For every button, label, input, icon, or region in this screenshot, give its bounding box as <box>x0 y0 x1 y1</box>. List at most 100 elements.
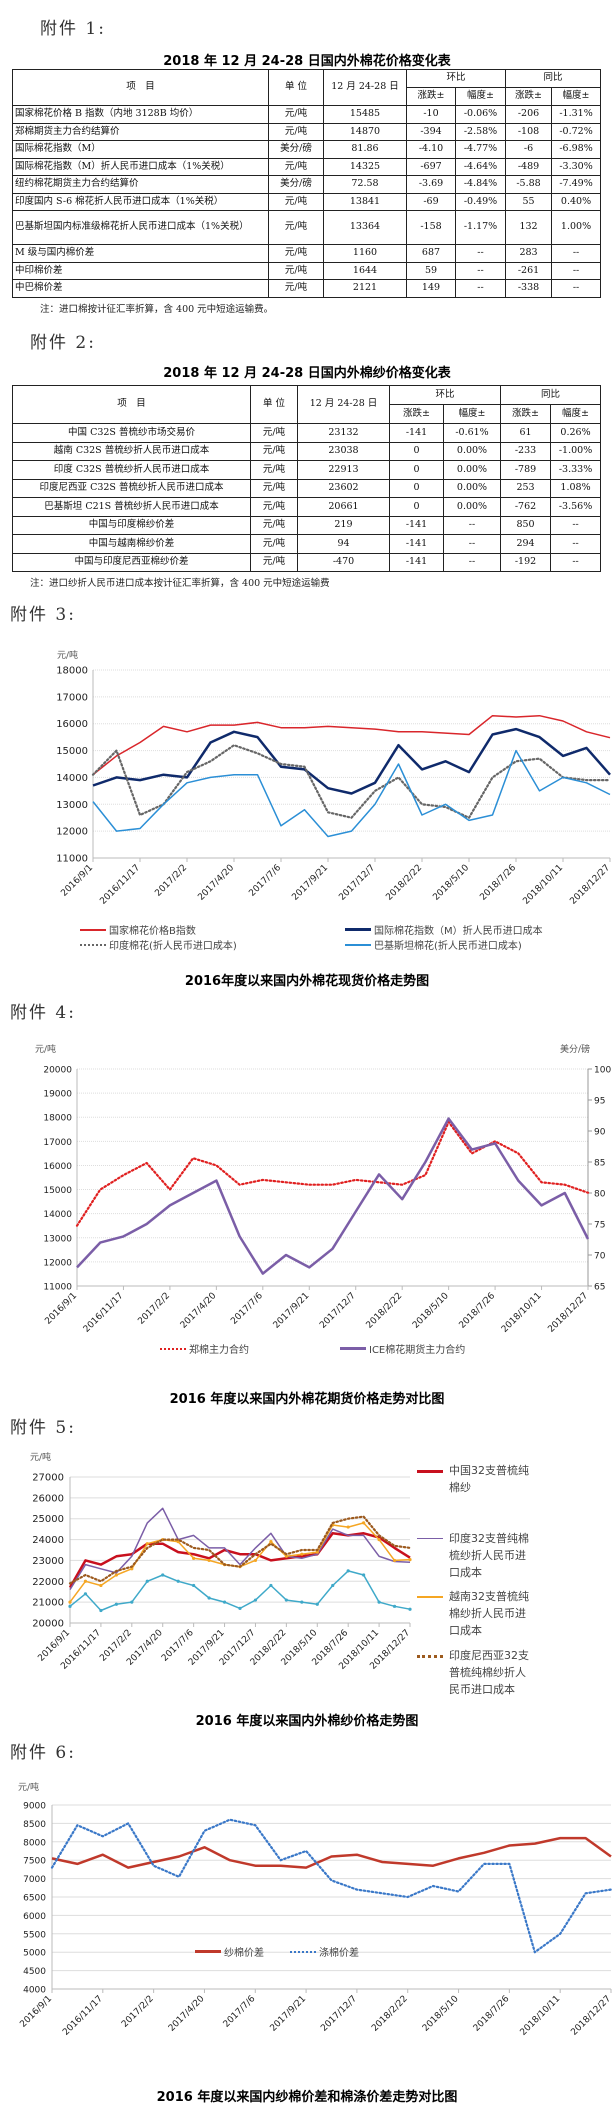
value-cell: -4.10 <box>406 140 456 159</box>
value-cell: -489 <box>505 157 553 176</box>
header-pct: 幅度± <box>550 404 602 424</box>
header-change: 涨跌± <box>389 404 444 424</box>
value-cell: -6 <box>505 140 553 159</box>
y-tick-label: 9000 <box>23 1802 46 1812</box>
value-cell: -- <box>551 279 602 298</box>
value-cell: 元/吨 <box>268 279 324 298</box>
value-cell: 149 <box>406 279 456 298</box>
value-cell: 72.58 <box>323 175 407 194</box>
series-line <box>69 1570 411 1612</box>
value-cell: 13364 <box>323 210 407 245</box>
table-row: M 级与国内棉价差 元/吨 1160 687 -- 283 -- <box>12 244 602 263</box>
value-cell: 1.00% <box>551 210 602 245</box>
series-line <box>68 1515 412 1585</box>
legend-swatch <box>340 1347 366 1350</box>
data-point <box>83 1579 88 1583</box>
item-cell: 巴基斯坦国内标准级棉花折人民币进口成本（1%关税） <box>12 210 269 245</box>
y-tick-label: 20000 <box>43 1066 72 1076</box>
legend-swatch <box>345 928 371 931</box>
table-row: 巴基斯坦 C21S 普梳纱折人民币进口成本 元/吨 20661 0 0.00% -762-… <box>12 497 602 517</box>
x-tick-label: 2017/4/20 <box>167 1994 207 2034</box>
value-cell: 元/吨 <box>268 192 324 211</box>
value-cell: -- <box>551 244 602 263</box>
table-row: 巴基斯坦国内标准级棉花折人民币进口成本（1%关税） 元/吨 13364 -158 -1.… <box>12 210 602 245</box>
y-tick-label: 27000 <box>32 1473 64 1484</box>
table-row: 纽约棉花期货主力合约结算价 美分/磅 72.58 -3.69 -4.84% -5.88 -7… <box>12 175 602 194</box>
legend-label: 纱棉价差 <box>224 1948 264 1959</box>
y-tick-label: 18000 <box>43 1114 72 1124</box>
table-row: 印度尼西亚 C32S 普梳纱折人民币进口成本 元/吨 23602 0 0.00% 253 1… <box>12 478 602 498</box>
y-tick-label: 17000 <box>56 692 88 703</box>
series-line <box>51 1836 612 1869</box>
value-cell: 1160 <box>323 244 407 263</box>
chart6-title: 2016 年度以来国内纱棉价差和棉涤价差走势对比图 <box>156 2090 458 2105</box>
y-axis-unit: 元/吨 <box>35 1043 56 1055</box>
value-cell: 219 <box>297 515 390 535</box>
y-tick-label: 19000 <box>43 1090 72 1100</box>
x-tick-label: 2016/9/1 <box>59 863 95 899</box>
yarn-price-chart: 元/吨 20000 21000 22000 23000 24000 25000 26000 27… <box>30 1451 412 1672</box>
value-cell: 0 <box>389 441 444 461</box>
value-cell: 132 <box>505 210 553 245</box>
value-cell: 元/吨 <box>250 552 298 572</box>
y-right-tick-label: 90 <box>594 1128 606 1138</box>
value-cell: 23132 <box>297 423 390 443</box>
header-item: 项 目 <box>12 69 269 106</box>
value-cell: 0.40% <box>551 192 602 211</box>
value-cell: 0.26% <box>550 423 602 443</box>
series-line <box>92 727 611 795</box>
data-point <box>145 1542 149 1546</box>
value-cell: -- <box>442 552 502 572</box>
x-tick-label: 2016/11/17 <box>98 863 142 907</box>
y-tick-label: 25000 <box>32 1514 64 1525</box>
value-cell: 23038 <box>297 441 390 461</box>
y-tick-label: 21000 <box>32 1598 64 1609</box>
x-tick-label: 2018/5/10 <box>431 863 471 903</box>
value-cell: -3.30% <box>551 157 602 176</box>
value-cell: -0.72% <box>551 122 602 141</box>
legend-item: 国际棉花指数（M）折人民币进口成本 <box>345 922 543 937</box>
y-tick-label: 23000 <box>32 1556 64 1567</box>
header-mom: 环比 <box>405 69 507 88</box>
value-cell: -1.17% <box>454 210 507 245</box>
x-tick-label: 2017/2/2 <box>153 863 189 899</box>
item-cell: 中国与越南棉纱价差 <box>12 534 251 554</box>
item-cell: 中巴棉价差 <box>12 279 269 298</box>
y-tick-label: 8500 <box>23 1820 46 1830</box>
header-pct: 幅度± <box>454 87 507 106</box>
value-cell: -7.49% <box>551 175 602 194</box>
y-tick-label: 16000 <box>43 1162 72 1172</box>
x-tick-label: 2018/10/11 <box>521 863 565 907</box>
value-cell: 22913 <box>297 460 390 480</box>
value-cell: 0.00% <box>442 497 502 517</box>
legend-label: 巴基斯坦棉花(折人民币进口成本) <box>374 941 522 952</box>
legend-swatch <box>417 1596 443 1598</box>
value-cell: 253 <box>500 478 552 498</box>
data-point <box>238 1606 242 1610</box>
item-cell: 国际棉花指数（M） <box>12 140 269 159</box>
value-cell: 元/吨 <box>268 244 324 263</box>
y-tick-label: 17000 <box>43 1138 72 1148</box>
data-point <box>315 1602 319 1606</box>
value-cell: -192 <box>500 552 552 572</box>
x-tick-label: 2017/7/6 <box>222 1994 258 2030</box>
y-tick-label: 24000 <box>32 1535 64 1546</box>
y-tick-label: 7500 <box>23 1857 46 1867</box>
y-right-tick-label: 65 <box>594 1283 605 1293</box>
value-cell: -- <box>454 244 507 263</box>
x-tick-label: 2018/2/22 <box>384 863 424 903</box>
table-row: 中国与印度尼西亚棉纱价差 元/吨 -470 -141 -- -192 -- <box>12 552 602 572</box>
value-cell: -3.56% <box>550 497 602 517</box>
x-tick-label: 2018/2/22 <box>365 1291 405 1331</box>
item-cell: 中国与印度尼西亚棉纱价差 <box>12 552 251 572</box>
value-cell: -4.77% <box>454 140 507 159</box>
value-cell: 55 <box>505 192 553 211</box>
legend-swatch <box>417 1538 443 1539</box>
header-period: 12 月 24-28 日 <box>323 69 407 106</box>
header-yoy: 同比 <box>505 69 602 88</box>
value-cell: 元/吨 <box>250 423 298 443</box>
value-cell: 294 <box>500 534 552 554</box>
value-cell: 2121 <box>323 279 407 298</box>
value-cell: 0.00% <box>442 478 502 498</box>
value-cell: 850 <box>500 515 552 535</box>
